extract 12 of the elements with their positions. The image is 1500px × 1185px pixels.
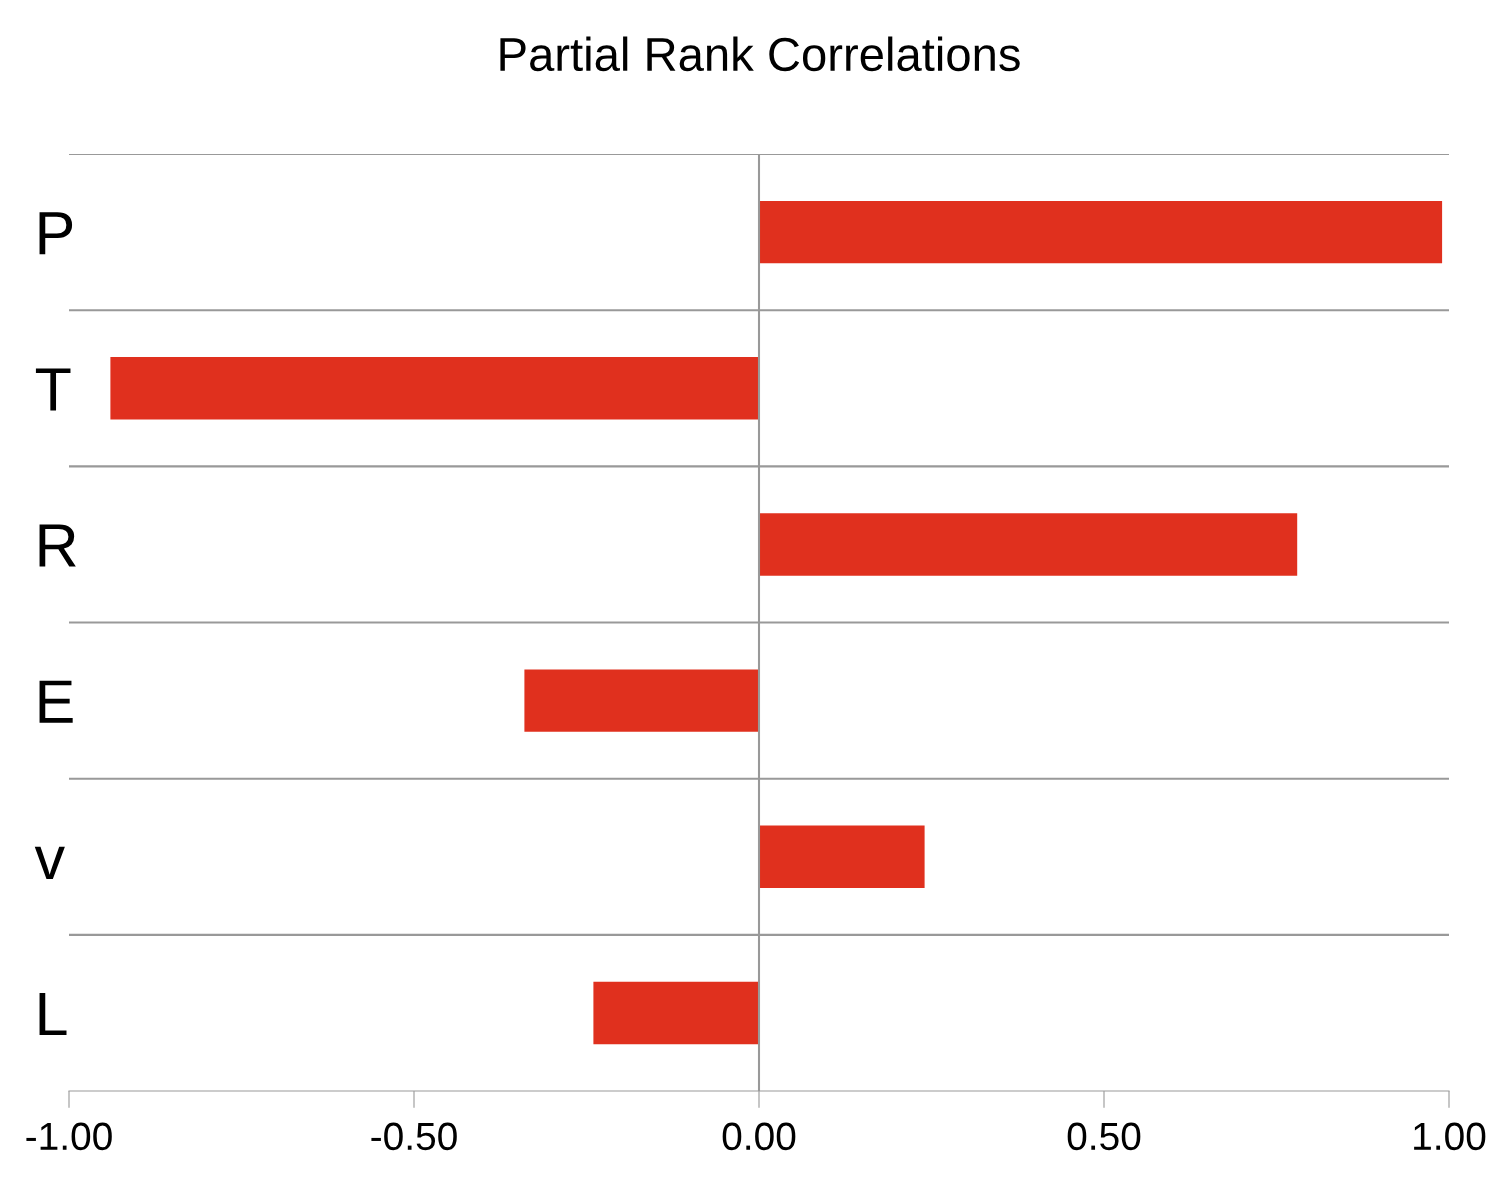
x-tick-label: -0.50 — [371, 1122, 457, 1151]
x-tick-label: 0.00 — [722, 1122, 796, 1151]
x-tick-label: 0.50 — [1067, 1122, 1141, 1151]
y-tick-label: E — [39, 680, 73, 723]
y-tick-label: L — [39, 993, 67, 1036]
x-tick-label: -1.00 — [26, 1122, 112, 1151]
y-tick-label: P — [39, 212, 73, 255]
y-tick-label: R — [39, 524, 76, 567]
y-tick-label: T — [35, 368, 71, 411]
x-tick-label: 1.00 — [1414, 1122, 1486, 1151]
chart-title: Partial Rank Correlations — [500, 36, 1020, 72]
y-tick-label: v — [34, 846, 65, 879]
